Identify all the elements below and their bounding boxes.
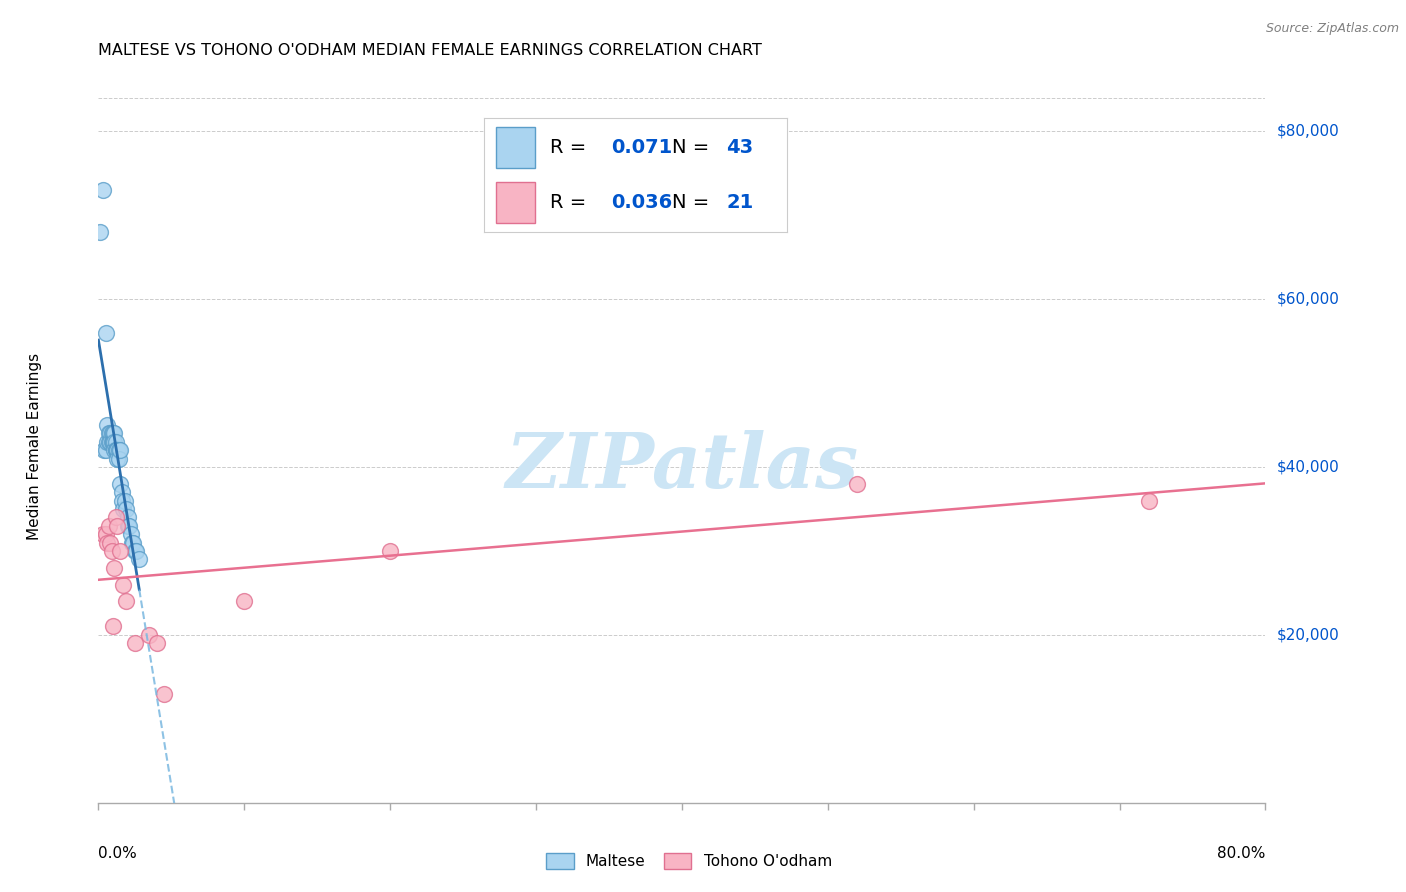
- Point: [100, 434, 122, 449]
- Text: $40,000: $40,000: [1277, 459, 1340, 475]
- Point: [89, 225, 111, 239]
- Point: [115, 594, 138, 608]
- Point: [105, 443, 128, 458]
- Point: [153, 687, 176, 701]
- Point: [91, 527, 114, 541]
- Text: $20,000: $20,000: [1277, 627, 1340, 642]
- Point: [94, 527, 117, 541]
- Point: [118, 518, 141, 533]
- Point: [93, 443, 115, 458]
- Point: [101, 434, 124, 449]
- Point: [112, 502, 135, 516]
- Point: [121, 535, 143, 549]
- Point: [124, 544, 146, 558]
- Point: [120, 527, 142, 541]
- Point: [101, 426, 124, 441]
- Point: [94, 326, 117, 340]
- Point: [124, 636, 146, 650]
- Text: MALTESE VS TOHONO O'ODHAM MEDIAN FEMALE EARNINGS CORRELATION CHART: MALTESE VS TOHONO O'ODHAM MEDIAN FEMALE …: [98, 43, 762, 58]
- Point: [128, 552, 150, 566]
- Point: [108, 451, 131, 466]
- Point: [105, 451, 128, 466]
- Text: 80.0%: 80.0%: [1218, 846, 1265, 861]
- Point: [104, 510, 127, 524]
- Text: $60,000: $60,000: [1277, 292, 1340, 307]
- Point: [110, 544, 132, 558]
- Point: [104, 443, 127, 458]
- Point: [101, 434, 124, 449]
- Text: ZIPatlas: ZIPatlas: [505, 431, 859, 504]
- Text: $80,000: $80,000: [1277, 124, 1340, 138]
- Point: [378, 544, 402, 558]
- Point: [138, 628, 160, 642]
- Point: [101, 619, 124, 633]
- Point: [105, 443, 128, 458]
- Point: [117, 518, 139, 533]
- Point: [1137, 493, 1160, 508]
- Point: [97, 518, 120, 533]
- Point: [103, 443, 125, 458]
- Point: [94, 443, 117, 458]
- Point: [104, 443, 127, 458]
- Point: [115, 502, 138, 516]
- Point: [122, 535, 145, 549]
- Point: [117, 510, 139, 524]
- Point: [96, 434, 118, 449]
- Point: [96, 535, 118, 549]
- Text: Source: ZipAtlas.com: Source: ZipAtlas.com: [1265, 22, 1399, 36]
- Point: [114, 493, 136, 508]
- Point: [233, 594, 256, 608]
- Point: [845, 476, 868, 491]
- Point: [100, 544, 122, 558]
- Point: [103, 560, 125, 574]
- Legend: Maltese, Tohono O'odham: Maltese, Tohono O'odham: [540, 847, 838, 875]
- Point: [105, 518, 128, 533]
- Text: Median Female Earnings: Median Female Earnings: [27, 352, 42, 540]
- Point: [97, 426, 120, 441]
- Point: [112, 577, 135, 591]
- Point: [96, 417, 118, 432]
- Point: [103, 434, 125, 449]
- Point: [108, 443, 131, 458]
- Point: [146, 636, 169, 650]
- Point: [104, 434, 127, 449]
- Point: [103, 426, 125, 441]
- Point: [100, 426, 122, 441]
- Text: 0.0%: 0.0%: [98, 846, 138, 861]
- Point: [98, 535, 121, 549]
- Point: [98, 426, 121, 441]
- Point: [91, 183, 114, 197]
- Point: [110, 476, 132, 491]
- Point: [97, 434, 120, 449]
- Point: [110, 443, 132, 458]
- Point: [111, 485, 134, 500]
- Point: [125, 544, 148, 558]
- Point: [98, 434, 121, 449]
- Point: [111, 493, 134, 508]
